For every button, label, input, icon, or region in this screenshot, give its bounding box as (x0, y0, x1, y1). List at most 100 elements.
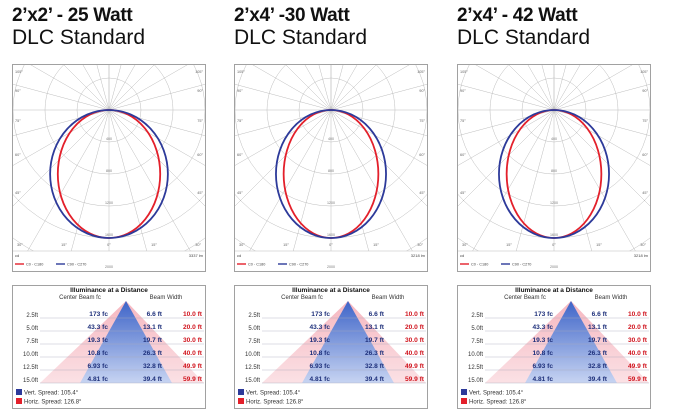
legend-c0-label: C0 - C180 (26, 263, 43, 267)
vert-width-value: 6.6 ft (592, 311, 608, 318)
angle-label: 45° (237, 191, 243, 195)
horiz-spread-swatch (461, 398, 467, 404)
angle-label: 60° (237, 153, 243, 157)
horiz-width-value: 49.9 ft (628, 363, 648, 370)
angle-label: 45° (197, 191, 203, 195)
grid-spoke (475, 65, 555, 111)
grid-spoke (304, 65, 332, 111)
horiz-width-value: 20.0 ft (628, 324, 648, 331)
grid-spoke (553, 65, 581, 111)
angle-label: 75° (419, 119, 425, 123)
center-beam-value: 10.8 fc (532, 350, 553, 357)
vert-width-value: 26.3 ft (365, 350, 385, 357)
legend-c90-label: C90 - C270 (67, 263, 86, 267)
grid-spoke (330, 109, 370, 251)
angle-label: 105° (195, 70, 203, 74)
grid-spoke (108, 84, 205, 111)
angle-label: 0° (107, 243, 111, 247)
grid-spoke (235, 84, 332, 111)
grid-spoke (82, 65, 110, 111)
center-beam-value: 173 fc (311, 311, 330, 318)
grid-spoke (13, 84, 110, 111)
panel-subtitle: DLC Standard (234, 26, 368, 49)
grid-spoke (13, 109, 110, 136)
center-beam-value: 6.93 fc (87, 363, 108, 370)
vert-width-value: 6.6 ft (147, 311, 163, 318)
grid-spoke (330, 65, 410, 111)
horiz-width-value: 10.0 ft (183, 311, 203, 318)
polar-grid (458, 65, 650, 251)
angle-label: 45° (642, 191, 648, 195)
grid-spoke (515, 109, 555, 251)
grid-spoke (458, 109, 555, 207)
radial-label: 800 (106, 169, 112, 173)
panel-title: 2’x4’ - 42 Watt (457, 5, 578, 26)
grid-spoke (553, 65, 633, 111)
vert-spread-cone (302, 301, 394, 383)
illum-title: Illuminance at a Distance (515, 287, 593, 294)
angle-label: 15° (596, 243, 602, 247)
panel-subtitle: DLC Standard (12, 26, 146, 49)
angle-label: 30° (239, 243, 245, 247)
angle-label: 105° (15, 70, 23, 74)
distance-label: 2.5ft (471, 313, 483, 319)
distance-label: 12.5ft (245, 365, 260, 371)
center-beam-value: 10.8 fc (87, 350, 108, 357)
horiz-spread-swatch (238, 398, 244, 404)
grid-spoke (13, 109, 110, 166)
vert-width-value: 26.3 ft (143, 350, 163, 357)
distance-label: 2.5ft (248, 313, 260, 319)
horiz-width-value: 20.0 ft (405, 324, 425, 331)
distance-label: 2.5ft (26, 313, 38, 319)
grid-spoke (108, 65, 155, 111)
radial-label: 1600 (105, 233, 113, 237)
center-beam-value: 10.8 fc (309, 350, 330, 357)
angle-label: 90° (419, 89, 425, 93)
radial-label: 1600 (550, 233, 558, 237)
center-beam-value: 6.93 fc (309, 363, 330, 370)
horiz-spread-label: Horiz. Spread: 126.8° (24, 400, 82, 406)
angle-label: 30° (417, 243, 423, 247)
grid-spoke (330, 65, 377, 111)
angle-label: 90° (15, 89, 21, 93)
distance-label: 15.0ft (245, 378, 260, 384)
angle-label: 90° (197, 89, 203, 93)
radial-label: 1200 (327, 201, 335, 205)
angle-label: 105° (237, 70, 245, 74)
angle-label: 75° (642, 119, 648, 123)
polar-grid (13, 65, 205, 251)
grid-spoke (553, 109, 636, 251)
grid-spoke (30, 65, 110, 111)
angle-label: 45° (419, 191, 425, 195)
radial-label: 800 (328, 169, 334, 173)
vert-width-value: 32.8 ft (588, 363, 608, 370)
center-beam-value: 19.3 fc (309, 337, 330, 344)
angle-label: 30° (640, 243, 646, 247)
angle-label: 15° (373, 243, 379, 247)
grid-spoke (330, 84, 427, 111)
vert-width-value: 19.7 ft (143, 337, 163, 344)
vert-width-value: 19.7 ft (588, 337, 608, 344)
grid-spoke (70, 109, 110, 251)
legend-c90-label: C90 - C270 (512, 263, 531, 267)
angle-label: 60° (419, 153, 425, 157)
grid-spoke (108, 109, 205, 136)
horiz-width-value: 59.9 ft (183, 376, 203, 383)
angle-label: 15° (151, 243, 157, 247)
grid-spoke (553, 84, 650, 111)
angle-label: 60° (197, 153, 203, 157)
grid-spoke (508, 65, 555, 111)
vert-width-value: 39.4 ft (365, 376, 385, 383)
horiz-width-value: 40.0 ft (628, 350, 648, 357)
angle-label: 45° (15, 191, 21, 195)
distance-label: 5.0ft (26, 326, 38, 332)
grid-spoke (63, 65, 110, 111)
polar-diagram: 400 800 1200 1600 2000 105° 105° 90° 90° 75° 75° 60… (234, 64, 428, 272)
vert-spread-label: Vert. Spread: 105.4° (469, 391, 524, 397)
center-beam-value: 4.81 fc (532, 376, 553, 383)
grid-spoke (553, 109, 593, 251)
horiz-width-value: 30.0 ft (405, 337, 425, 344)
radial-label: 2000 (327, 265, 335, 269)
vert-width-value: 19.7 ft (365, 337, 385, 344)
